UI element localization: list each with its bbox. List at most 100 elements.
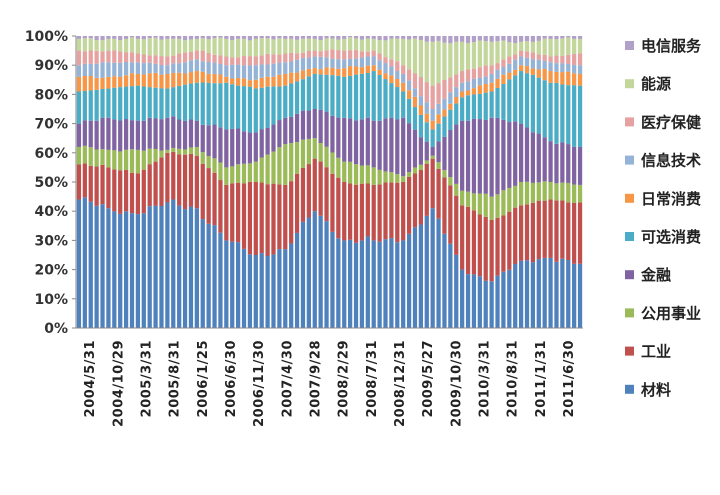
- bar-segment: [548, 199, 553, 258]
- bar-segment: [442, 109, 447, 117]
- bar-segment: [271, 124, 276, 152]
- bar-segment: [353, 164, 359, 185]
- bar-segment: [265, 86, 270, 129]
- y-tick-label: 10%: [34, 292, 68, 308]
- bar-segment: [277, 38, 282, 55]
- bar-segment: [118, 51, 123, 63]
- bar-segment: [159, 74, 164, 89]
- bar-segment: [572, 36, 577, 39]
- bar-segment: [171, 55, 176, 64]
- bar-segment: [477, 40, 482, 68]
- x-tick-label: 2006/1/25: [196, 340, 211, 417]
- bar-segment: [247, 80, 253, 87]
- bar-segment: [406, 36, 412, 40]
- bar-segment: [135, 53, 141, 63]
- bar-segment: [265, 76, 270, 87]
- bar-segment: [236, 164, 241, 183]
- bar-segment: [412, 96, 418, 108]
- bar-segment: [318, 74, 323, 110]
- bar-segment: [230, 183, 235, 242]
- bar-segment: [448, 77, 453, 93]
- bar-segment: [306, 38, 311, 51]
- legend-label: 日常消费: [641, 190, 701, 208]
- bar-segment: [283, 36, 288, 39]
- bar-segment: [88, 120, 93, 148]
- bar-segment: [318, 56, 323, 70]
- bar-segment: [171, 116, 176, 148]
- bar-segment: [483, 92, 488, 120]
- bar-segment: [424, 160, 429, 164]
- bar-segment: [495, 217, 500, 276]
- bar-segment: [312, 56, 317, 69]
- bar-segment: [236, 64, 241, 79]
- bar-segment: [495, 41, 500, 64]
- bar-segment: [271, 36, 276, 40]
- bar-segment: [206, 52, 211, 63]
- bar-segment: [188, 39, 194, 52]
- bar-segment: [460, 120, 465, 191]
- bar-segment: [100, 36, 105, 41]
- bar-segment: [483, 193, 488, 217]
- bar-segment: [123, 86, 129, 120]
- bar-segment: [118, 36, 123, 41]
- bar-segment: [100, 164, 105, 205]
- bar-segment: [501, 36, 506, 41]
- bar-segment: [277, 147, 282, 185]
- legend-label: 公用事业: [641, 304, 701, 322]
- bar-segment: [401, 73, 406, 83]
- bar-segment: [324, 38, 329, 51]
- bar-segment: [460, 269, 465, 328]
- bar-segment: [406, 176, 412, 234]
- bar-segment: [182, 62, 188, 74]
- bar-segment: [418, 137, 423, 165]
- bar-segment: [330, 36, 335, 39]
- bar-segment: [206, 168, 211, 224]
- bar-segment: [577, 36, 583, 39]
- y-tick-label: 30%: [34, 233, 68, 249]
- bar-segment: [348, 75, 353, 119]
- bar-segment: [401, 82, 406, 92]
- bar-segment: [377, 69, 382, 75]
- bar-segment: [230, 166, 235, 184]
- bar-segment: [135, 214, 141, 328]
- bar-segment: [182, 36, 188, 41]
- bar-segment: [395, 174, 400, 183]
- bar-segment: [82, 197, 87, 328]
- bar-segment: [454, 195, 459, 255]
- bar-segment: [135, 173, 141, 215]
- bar-segment: [501, 271, 506, 328]
- bar-segment: [336, 75, 341, 118]
- bar-segment: [359, 119, 365, 166]
- bar-segment: [359, 51, 365, 58]
- bar-segment: [165, 88, 170, 118]
- bar-segment: [536, 69, 541, 78]
- bar-segment: [513, 264, 518, 328]
- bar-segment: [76, 123, 82, 147]
- bar-segment: [283, 85, 288, 118]
- bar-segment: [365, 165, 370, 184]
- bar-segment: [194, 155, 199, 209]
- bar-segment: [448, 92, 453, 104]
- bar-segment: [501, 66, 506, 75]
- bar-segment: [495, 275, 500, 328]
- bar-segment: [518, 36, 524, 42]
- bar-segment: [412, 173, 418, 228]
- bar-segment: [283, 62, 288, 74]
- bar-segment: [483, 280, 488, 328]
- bar-segment: [424, 141, 429, 161]
- bar-segment: [271, 183, 276, 255]
- bar-segment: [389, 117, 394, 173]
- bar-segment: [442, 170, 447, 178]
- bar-segment: [501, 190, 506, 216]
- x-tick-label: 2008/7/31: [365, 340, 380, 417]
- bar-segment: [560, 36, 565, 39]
- legend-swatch: [625, 384, 634, 394]
- bar-segment: [218, 162, 223, 181]
- bar-segment: [353, 58, 359, 67]
- bar-segment: [112, 62, 117, 77]
- bar-segment: [236, 78, 241, 86]
- bar-segment: [383, 63, 388, 74]
- bar-segment: [342, 76, 347, 118]
- bar-segment: [442, 136, 447, 171]
- bar-segment: [135, 38, 141, 54]
